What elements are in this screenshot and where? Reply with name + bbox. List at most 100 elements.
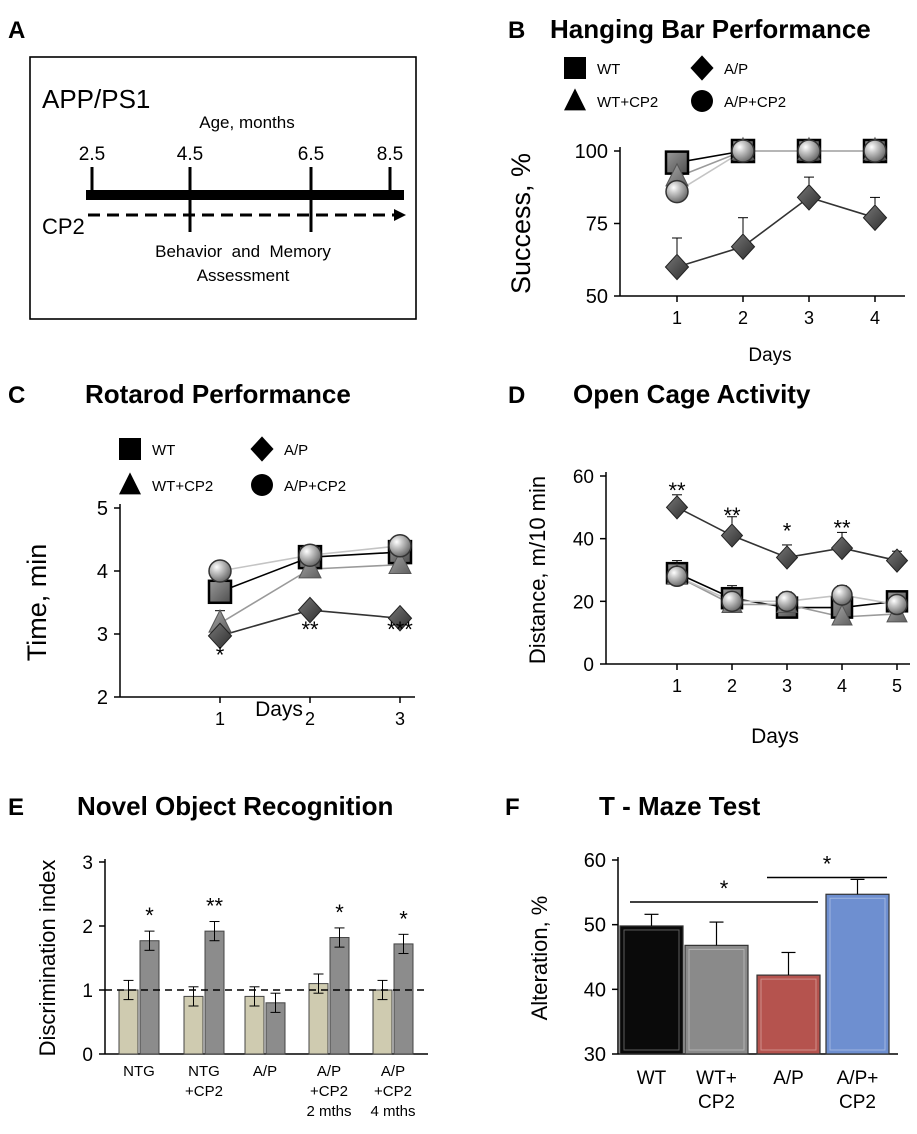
- x-tick-label: 1: [672, 676, 682, 696]
- x-tick-label: 2: [727, 676, 737, 696]
- chart-title: T - Maze Test: [599, 791, 761, 821]
- legend-marker: [119, 472, 141, 495]
- x-tick-label: 3: [804, 308, 814, 328]
- bar: [684, 944, 749, 1055]
- data-point: [831, 603, 853, 626]
- x-tick-label: 4: [870, 308, 880, 328]
- x-tick-label: 2: [305, 709, 315, 729]
- legend-marker: [251, 474, 273, 496]
- panel-d: D Open Cage Activity 0 20 40 60 1 2 3 4 5 Days Dista…: [508, 379, 910, 748]
- bar: [139, 940, 160, 1055]
- significance-mark: *: [335, 900, 344, 925]
- chart-title: Novel Object Recognition: [77, 791, 393, 821]
- panel-letter: F: [505, 794, 520, 821]
- legend-label: WT+CP2: [597, 94, 658, 111]
- chart-title: Rotarod Performance: [85, 379, 351, 409]
- series-line-a-p: [676, 196, 876, 268]
- category-label: 4 mths: [370, 1103, 415, 1120]
- significance-mark: ***: [387, 617, 413, 642]
- x-tick-label: 1: [672, 308, 682, 328]
- panel-f: F T - Maze Test 30 40 50 60 Alteration, % WT WT+…: [505, 791, 898, 1113]
- data-point: [730, 233, 756, 261]
- legend-marker: [690, 55, 714, 81]
- treatment-arrow-head: [394, 209, 406, 221]
- age-tick-label: 6.5: [298, 144, 324, 165]
- data-point: [863, 139, 887, 163]
- data-point: [776, 590, 798, 613]
- y-tick-label: 3: [97, 624, 108, 646]
- data-point: [796, 184, 822, 211]
- bar: [308, 983, 329, 1055]
- bar-bevel: [623, 929, 680, 1051]
- category-label: CP2: [698, 1092, 735, 1113]
- bar: [204, 930, 225, 1055]
- x-axis-label: Days: [255, 698, 303, 721]
- significance-mark: *: [399, 906, 408, 931]
- category-label: NTG: [123, 1063, 155, 1080]
- data-point: [720, 523, 744, 548]
- data-point: [886, 593, 908, 616]
- age-tick-label: 8.5: [377, 144, 403, 165]
- y-axis-label: Discrimination index: [35, 860, 60, 1057]
- category-label: NTG: [188, 1063, 220, 1080]
- data-point: [297, 596, 323, 624]
- bar-bevel: [760, 978, 817, 1051]
- legend-label: WT+CP2: [152, 478, 213, 495]
- age-label: Age, months: [199, 113, 294, 132]
- category-label: +CP2: [374, 1083, 412, 1100]
- bar: [329, 937, 350, 1055]
- category-label: A/P: [253, 1063, 277, 1080]
- legend-label: WT: [597, 61, 620, 78]
- category-label: CP2: [839, 1092, 876, 1113]
- x-tick-label: 1: [215, 709, 225, 729]
- data-point: [664, 253, 690, 281]
- panel-a: A APP/PS1 Age, months 2.5 4.5 6.5 8.5 CP…: [8, 17, 417, 320]
- bar: [619, 925, 684, 1055]
- y-tick-label: 100: [575, 141, 608, 163]
- y-tick-label: 20: [573, 592, 594, 613]
- y-tick-label: 5: [97, 498, 108, 520]
- legend-marker: [564, 57, 586, 79]
- treatment-label: CP2: [42, 214, 85, 239]
- significance-mark: **: [723, 503, 741, 528]
- chart-title: Open Cage Activity: [573, 379, 811, 409]
- data-point: [885, 548, 909, 573]
- y-tick-label: 50: [584, 915, 606, 937]
- data-point: [665, 179, 689, 204]
- chart-title: Hanging Bar Performance: [550, 14, 871, 44]
- bar-bevel: [688, 948, 745, 1051]
- significance-mark: *: [145, 903, 154, 928]
- significance-mark: **: [668, 478, 686, 503]
- y-tick-label: 0: [82, 1045, 93, 1066]
- data-point: [830, 535, 854, 561]
- x-tick-label: 5: [892, 676, 902, 696]
- category-label: A/P: [773, 1068, 804, 1089]
- y-tick-label: 4: [97, 561, 108, 583]
- significance-mark: **: [833, 516, 851, 541]
- significance-mark: **: [206, 894, 224, 919]
- y-tick-label: 40: [584, 979, 606, 1001]
- x-axis-label: Days: [751, 725, 799, 748]
- panel-letter: B: [508, 17, 525, 44]
- panel-b: B Hanging Bar Performance 50 75 100 1 2 3 4 Days S…: [506, 14, 905, 366]
- bar: [393, 943, 414, 1055]
- panel-letter: D: [508, 382, 525, 409]
- legend-label: WT: [152, 442, 175, 459]
- panel-c: C Rotarod Performance 2 3 4 5 1 2 3 Days Time, min…: [8, 379, 415, 729]
- category-label: 2 mths: [306, 1103, 351, 1120]
- data-point: [666, 565, 688, 588]
- y-tick-label: 2: [82, 917, 93, 938]
- legend-marker: [564, 88, 586, 111]
- series-line-a-p-cp2: [676, 150, 875, 193]
- category-label: +CP2: [310, 1083, 348, 1100]
- category-label: WT: [637, 1068, 667, 1089]
- significance-mark: *: [823, 851, 832, 876]
- bar-bevel: [829, 897, 886, 1051]
- bar: [825, 893, 890, 1055]
- legend-marker: [250, 436, 274, 462]
- panel-a-letter: A: [8, 17, 25, 44]
- x-tick-label: 3: [782, 676, 792, 696]
- y-tick-label: 3: [82, 853, 93, 874]
- x-tick-label: 3: [395, 709, 405, 729]
- legend-label: A/P: [724, 61, 748, 78]
